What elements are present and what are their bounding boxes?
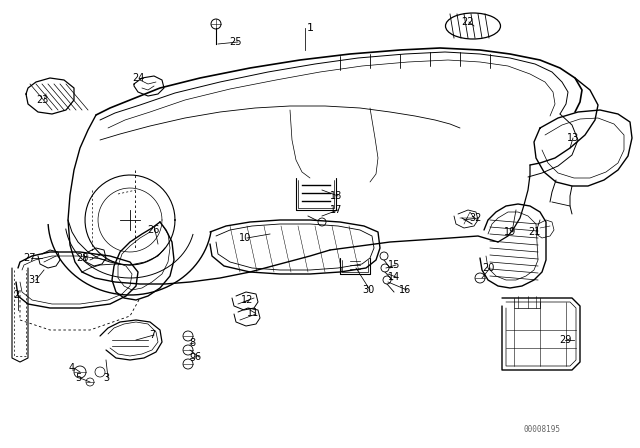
Text: 9: 9 (189, 353, 195, 363)
Text: 4: 4 (69, 363, 75, 373)
Text: 14: 14 (388, 272, 400, 282)
Text: 6: 6 (194, 352, 200, 362)
Text: 16: 16 (399, 285, 411, 295)
Text: 2: 2 (13, 290, 19, 300)
Text: 27: 27 (23, 253, 35, 263)
Text: 23: 23 (36, 95, 48, 105)
Text: 7: 7 (149, 330, 155, 340)
Text: 19: 19 (504, 227, 516, 237)
Text: 00008195: 00008195 (524, 426, 561, 435)
Text: 26: 26 (147, 225, 159, 235)
Text: 10: 10 (239, 233, 251, 243)
Text: 28: 28 (76, 253, 88, 263)
Text: 11: 11 (247, 308, 259, 318)
Text: 18: 18 (330, 191, 342, 201)
Text: 25: 25 (230, 37, 243, 47)
Text: 31: 31 (28, 275, 40, 285)
Text: 32: 32 (470, 213, 482, 223)
Text: 30: 30 (362, 285, 374, 295)
Text: 21: 21 (528, 227, 540, 237)
Text: 5: 5 (75, 373, 81, 383)
Text: 20: 20 (482, 263, 494, 273)
Text: 13: 13 (567, 133, 579, 143)
Text: 17: 17 (330, 205, 342, 215)
Text: 12: 12 (241, 295, 253, 305)
Text: 1: 1 (307, 23, 314, 33)
Text: 8: 8 (189, 338, 195, 348)
Text: 24: 24 (132, 73, 144, 83)
Text: 15: 15 (388, 260, 400, 270)
Text: 22: 22 (461, 17, 473, 27)
Text: 29: 29 (559, 335, 571, 345)
Text: 3: 3 (103, 373, 109, 383)
